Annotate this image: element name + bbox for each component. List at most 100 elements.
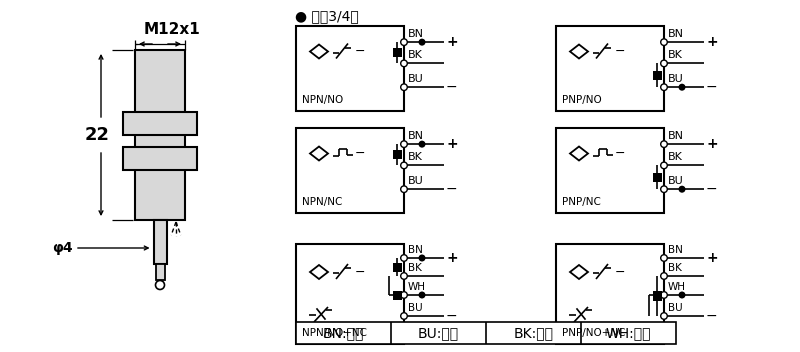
Text: −: −: [615, 265, 626, 278]
Text: −: −: [355, 265, 366, 278]
Text: BK: BK: [408, 263, 422, 273]
Text: −: −: [446, 80, 458, 94]
Text: +: +: [706, 137, 718, 151]
Circle shape: [418, 39, 426, 46]
Text: NPN/NO+NC: NPN/NO+NC: [302, 328, 367, 338]
Text: BN: BN: [668, 131, 684, 141]
Text: BU: BU: [408, 74, 424, 84]
Text: PNP/NO+NC: PNP/NO+NC: [562, 328, 626, 338]
Circle shape: [661, 39, 667, 45]
Text: +: +: [706, 251, 718, 265]
Text: PNP/NO: PNP/NO: [562, 95, 602, 105]
Circle shape: [401, 162, 407, 169]
Circle shape: [418, 291, 426, 298]
Text: −: −: [706, 309, 718, 323]
Circle shape: [155, 281, 165, 289]
Text: BN: BN: [668, 29, 684, 39]
Text: BU:兰色: BU:兰色: [418, 326, 459, 340]
Bar: [653, 291, 662, 301]
Circle shape: [401, 60, 407, 67]
Text: +: +: [446, 137, 458, 151]
Text: BN: BN: [408, 245, 423, 255]
Bar: [653, 173, 662, 182]
Circle shape: [678, 84, 686, 91]
Circle shape: [661, 255, 667, 261]
Text: +: +: [446, 251, 458, 265]
Text: −: −: [355, 45, 366, 58]
Bar: [653, 290, 662, 300]
Text: BN: BN: [408, 29, 424, 39]
Circle shape: [661, 141, 667, 147]
Bar: [123, 147, 197, 170]
Circle shape: [661, 292, 667, 298]
Circle shape: [401, 141, 407, 147]
Circle shape: [418, 141, 426, 147]
Text: BU: BU: [668, 176, 684, 186]
Bar: [393, 48, 402, 57]
Circle shape: [661, 162, 667, 169]
Text: −: −: [706, 182, 718, 196]
Text: NPN/NC: NPN/NC: [302, 197, 342, 207]
Circle shape: [661, 84, 667, 90]
Circle shape: [401, 313, 407, 319]
Text: BK:黑色: BK:黑色: [514, 326, 554, 340]
Bar: [135, 50, 185, 220]
Text: BU: BU: [408, 176, 424, 186]
Text: WH:白色: WH:白色: [606, 326, 651, 340]
Text: NPN/NO: NPN/NO: [302, 95, 343, 105]
Circle shape: [418, 254, 426, 262]
Text: −: −: [446, 309, 458, 323]
Text: +: +: [706, 35, 718, 49]
Text: BN: BN: [408, 131, 424, 141]
Circle shape: [661, 186, 667, 193]
Circle shape: [401, 186, 407, 193]
Bar: [653, 71, 662, 80]
Text: φ4: φ4: [52, 241, 73, 255]
Text: BN: BN: [668, 245, 683, 255]
Bar: [556, 244, 664, 344]
Text: WH: WH: [668, 282, 686, 292]
Text: BK: BK: [408, 50, 423, 61]
Bar: [556, 128, 664, 213]
Text: −: −: [446, 182, 458, 196]
Circle shape: [661, 313, 667, 319]
Text: BU: BU: [668, 303, 682, 313]
Bar: [296, 244, 404, 344]
Bar: [556, 26, 664, 111]
Text: PNP/NC: PNP/NC: [562, 197, 601, 207]
Text: +: +: [446, 35, 458, 49]
Circle shape: [661, 273, 667, 279]
Text: −: −: [706, 80, 718, 94]
Text: BK: BK: [668, 263, 682, 273]
Text: −: −: [615, 147, 626, 160]
Text: BK: BK: [408, 152, 423, 162]
Bar: [296, 322, 676, 344]
Circle shape: [678, 291, 686, 298]
Circle shape: [401, 292, 407, 298]
Text: −: −: [355, 147, 366, 160]
Text: WH: WH: [408, 282, 426, 292]
Text: BN:棕色: BN:棕色: [323, 326, 364, 340]
Bar: [155, 264, 165, 280]
Circle shape: [661, 60, 667, 67]
Circle shape: [401, 255, 407, 261]
Text: −: −: [615, 45, 626, 58]
Circle shape: [401, 84, 407, 90]
Bar: [393, 290, 402, 300]
Text: BU: BU: [408, 303, 422, 313]
Circle shape: [678, 186, 686, 193]
Circle shape: [401, 273, 407, 279]
Bar: [154, 220, 166, 264]
Text: 22: 22: [85, 126, 110, 144]
Bar: [296, 128, 404, 213]
Bar: [393, 150, 402, 159]
Bar: [123, 112, 197, 135]
Text: M12x1: M12x1: [144, 23, 200, 38]
Bar: [296, 26, 404, 111]
Text: BU: BU: [668, 74, 684, 84]
Bar: [393, 263, 402, 271]
Text: ● 直流3/4线: ● 直流3/4线: [295, 9, 358, 23]
Text: BK: BK: [668, 152, 683, 162]
Text: BK: BK: [668, 50, 683, 61]
Circle shape: [401, 39, 407, 45]
